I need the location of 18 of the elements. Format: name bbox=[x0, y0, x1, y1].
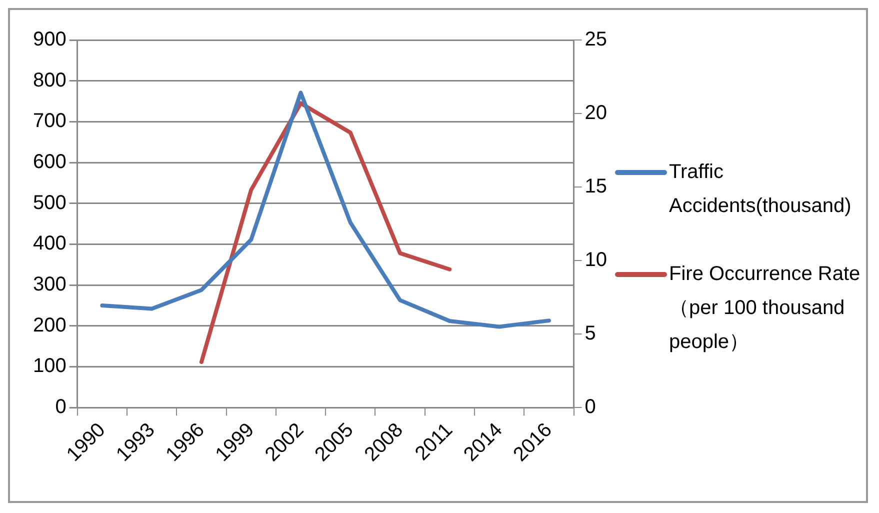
y-tick-label: 900 bbox=[32, 28, 66, 51]
y2-tick-label: 15 bbox=[584, 176, 608, 198]
y-tick-label: 0 bbox=[55, 396, 66, 418]
y-tick-label: 100 bbox=[32, 355, 66, 378]
y-tick-label: 700 bbox=[32, 110, 66, 132]
legend-label: Traffic Accidents(thousand) bbox=[668, 160, 852, 219]
y-tick-label: 500 bbox=[32, 192, 66, 214]
y-tick-label: 800 bbox=[32, 69, 66, 92]
y2-tick-label: 0 bbox=[584, 396, 596, 418]
y-tick-label: 600 bbox=[32, 151, 66, 174]
y-tick-label: 300 bbox=[32, 274, 66, 296]
y2-tick-label: 10 bbox=[584, 249, 608, 272]
legend-label: Fire Occurrence Rate（per 100 thousand people） bbox=[668, 262, 862, 355]
y2-tick-label: 25 bbox=[584, 28, 608, 51]
y2-tick-label: 5 bbox=[584, 322, 596, 345]
y-tick-label: 200 bbox=[32, 314, 66, 336]
y2-tick-label: 20 bbox=[584, 102, 608, 124]
y-tick-label: 400 bbox=[32, 232, 66, 255]
